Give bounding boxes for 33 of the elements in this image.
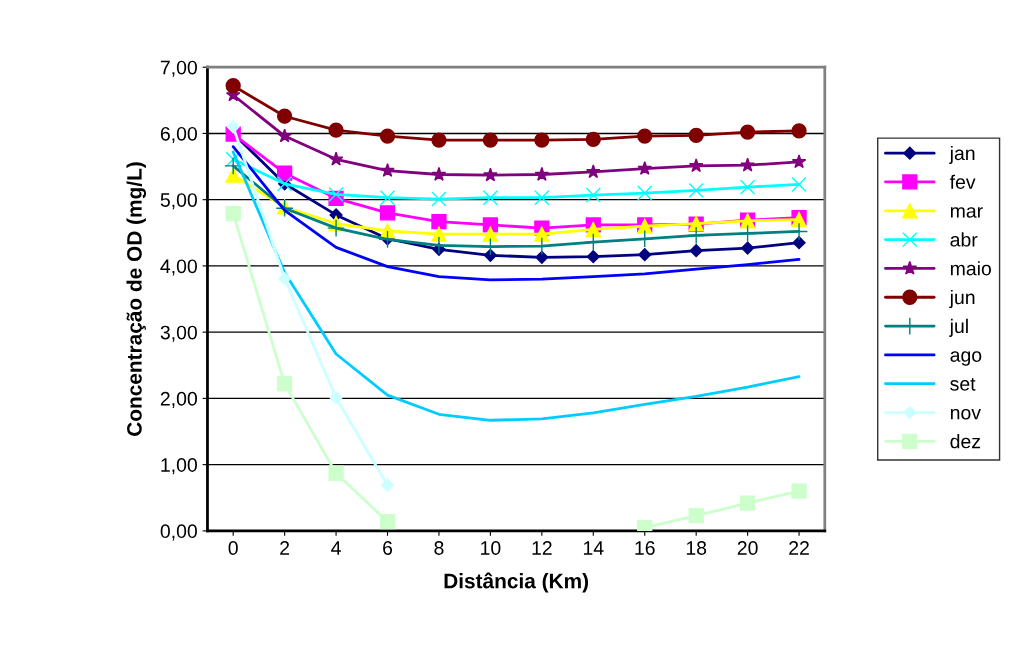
legend-label: set xyxy=(950,377,976,391)
y-tick-label: 7,00 xyxy=(160,60,197,77)
y-tick-label: 6,00 xyxy=(160,126,197,143)
x-tick-label: 12 xyxy=(532,541,552,555)
x-tick-label: 20 xyxy=(737,541,758,555)
legend-label: jul xyxy=(949,318,968,337)
legend-label: ago xyxy=(950,351,982,366)
x-tick-label: 22 xyxy=(789,541,809,555)
legend-label: dez xyxy=(950,434,981,449)
x-axis-title: Distância (Km) xyxy=(444,572,589,593)
x-tick-label: 18 xyxy=(686,541,707,555)
y-tick-label: 0,00 xyxy=(160,524,197,541)
x-tick-label: 6 xyxy=(383,541,393,555)
x-tick-label: 16 xyxy=(635,541,655,555)
x-tick-label: 2 xyxy=(280,541,290,555)
y-tick-label: 3,00 xyxy=(160,325,197,342)
y-tick-label: 4,00 xyxy=(160,259,197,276)
legend-label: jun xyxy=(949,289,975,309)
x-tick-label: 10 xyxy=(481,541,501,555)
y-tick-label: 5,00 xyxy=(160,193,197,210)
y-tick-label: 2,00 xyxy=(160,391,197,408)
legend-label: mar xyxy=(950,207,983,218)
legend-label: abr xyxy=(950,232,978,247)
legend-label: jan xyxy=(949,145,975,164)
x-tick-label: 4 xyxy=(331,541,341,555)
y-tick-label: 1,00 xyxy=(161,458,197,475)
y-axis-title: Concentração de OD (mg/L) xyxy=(126,162,147,436)
x-tick-label: 8 xyxy=(434,541,444,555)
x-tick-label: 14 xyxy=(583,541,604,555)
x-tick-label: 0 xyxy=(228,541,238,555)
legend-label: fev xyxy=(949,174,976,189)
legend-label: maio xyxy=(950,261,991,276)
legend-label: nov xyxy=(950,408,981,420)
